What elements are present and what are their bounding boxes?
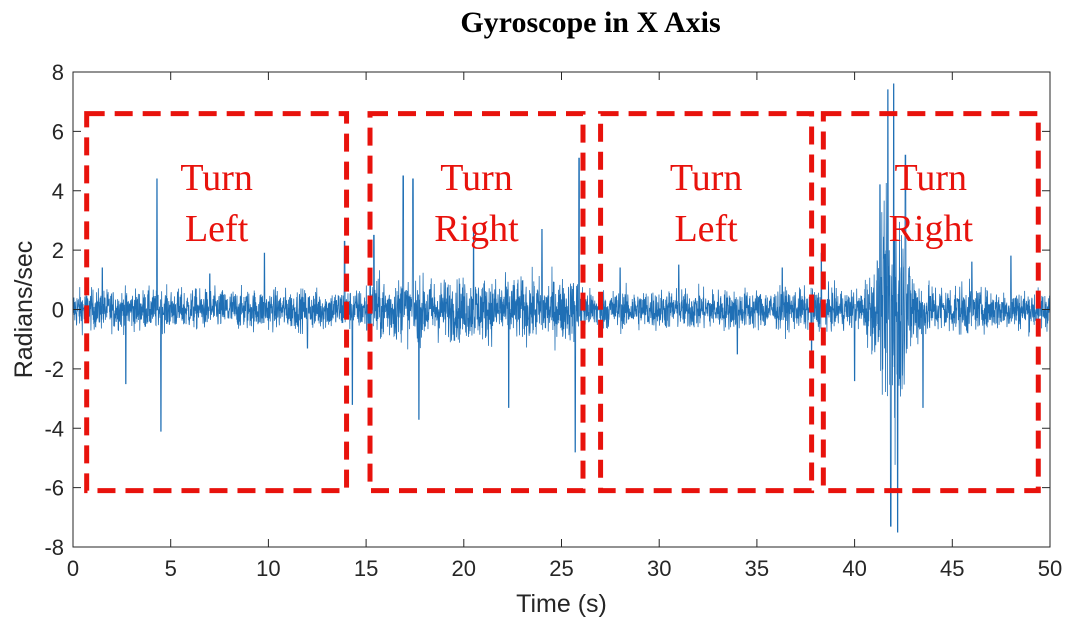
x-tick-label: 25 bbox=[549, 556, 573, 581]
y-tick-label: 6 bbox=[52, 119, 64, 144]
x-tick-label: 35 bbox=[745, 556, 769, 581]
y-tick-label: -4 bbox=[44, 416, 64, 441]
x-tick-label: 40 bbox=[842, 556, 866, 581]
x-tick-label: 50 bbox=[1038, 556, 1062, 581]
annotation-label-top-2: Turn bbox=[440, 157, 513, 199]
y-axis-label: Radians/sec bbox=[10, 241, 38, 379]
y-tick-label: -2 bbox=[44, 357, 64, 382]
y-tick-label: 4 bbox=[52, 179, 64, 204]
x-tick-label: 10 bbox=[256, 556, 280, 581]
y-tick-label: -6 bbox=[44, 476, 64, 501]
annotation-box-4 bbox=[820, 111, 1041, 494]
annotation-box-1 bbox=[84, 111, 350, 494]
signal-line bbox=[72, 83, 1051, 533]
y-tick-label: 0 bbox=[52, 298, 64, 323]
x-tick-label: 45 bbox=[940, 556, 964, 581]
signal-line-group bbox=[72, 83, 1051, 533]
annotation-label-top-3: Turn bbox=[670, 157, 743, 199]
annotation-box-2 bbox=[367, 111, 586, 494]
x-tick-label: 0 bbox=[67, 556, 79, 581]
annotation-box-3 bbox=[598, 111, 815, 494]
x-axis-label: Time (s) bbox=[516, 590, 607, 618]
annotation-label-bottom-4: Right bbox=[889, 208, 974, 250]
y-tick-label: -8 bbox=[44, 535, 64, 560]
x-tick-label: 15 bbox=[354, 556, 378, 581]
annotation-label-top-1: Turn bbox=[180, 157, 253, 199]
annotation-boxes: Turn Left Turn Right Turn Left Turn Right bbox=[84, 111, 1041, 494]
x-tick-label: 5 bbox=[165, 556, 177, 581]
annotation-label-bottom-3: Left bbox=[674, 208, 738, 250]
annotation-label-top-4: Turn bbox=[895, 157, 968, 199]
x-tick-label: 30 bbox=[647, 556, 671, 581]
annotation-label-bottom-2: Right bbox=[434, 208, 519, 250]
y-tick-label: 2 bbox=[52, 238, 64, 263]
x-tick-label: 20 bbox=[452, 556, 476, 581]
annotation-label-bottom-1: Left bbox=[185, 208, 249, 250]
chart-title: Gyroscope in X Axis bbox=[460, 6, 721, 39]
y-tick-label: 8 bbox=[52, 60, 64, 85]
